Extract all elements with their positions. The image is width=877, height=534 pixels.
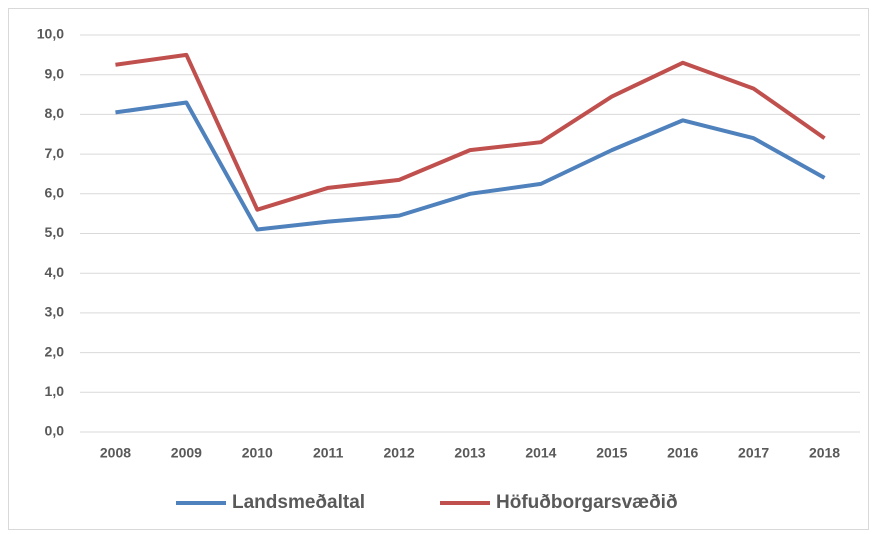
x-tick-label: 2015 — [596, 445, 627, 461]
x-tick-label: 2010 — [242, 445, 273, 461]
y-tick-label: 9,0 — [45, 65, 65, 81]
x-tick-label: 2018 — [809, 445, 840, 461]
line-series — [115, 52, 826, 212]
x-tick-label: 2009 — [171, 445, 202, 461]
y-tick-label: 8,0 — [45, 105, 65, 121]
y-tick-label: 2,0 — [45, 343, 65, 359]
x-tick-label: 2014 — [525, 445, 556, 461]
x-tick-label: 2017 — [738, 445, 769, 461]
chart-border — [8, 8, 869, 530]
x-tick-label: 2011 — [313, 445, 344, 461]
line-series — [115, 100, 826, 232]
y-tick-label: 7,0 — [45, 145, 65, 161]
y-tick-label: 5,0 — [45, 224, 65, 240]
legend-label: Höfuðborgarsvæðið — [496, 492, 678, 513]
y-tick-label: 4,0 — [45, 264, 65, 280]
x-tick-label: 2008 — [100, 445, 131, 461]
y-tick-label: 1,0 — [45, 383, 65, 399]
y-tick-label: 6,0 — [45, 185, 65, 201]
x-tick-label: 2012 — [384, 445, 415, 461]
y-tick-label: 10,0 — [37, 26, 64, 42]
y-tick-label: 3,0 — [45, 304, 65, 320]
x-tick-label: 2013 — [454, 445, 485, 461]
legend-label: Landsmeðaltal — [232, 492, 365, 513]
y-tick-label: 0,0 — [45, 423, 65, 439]
x-tick-label: 2016 — [667, 445, 698, 461]
